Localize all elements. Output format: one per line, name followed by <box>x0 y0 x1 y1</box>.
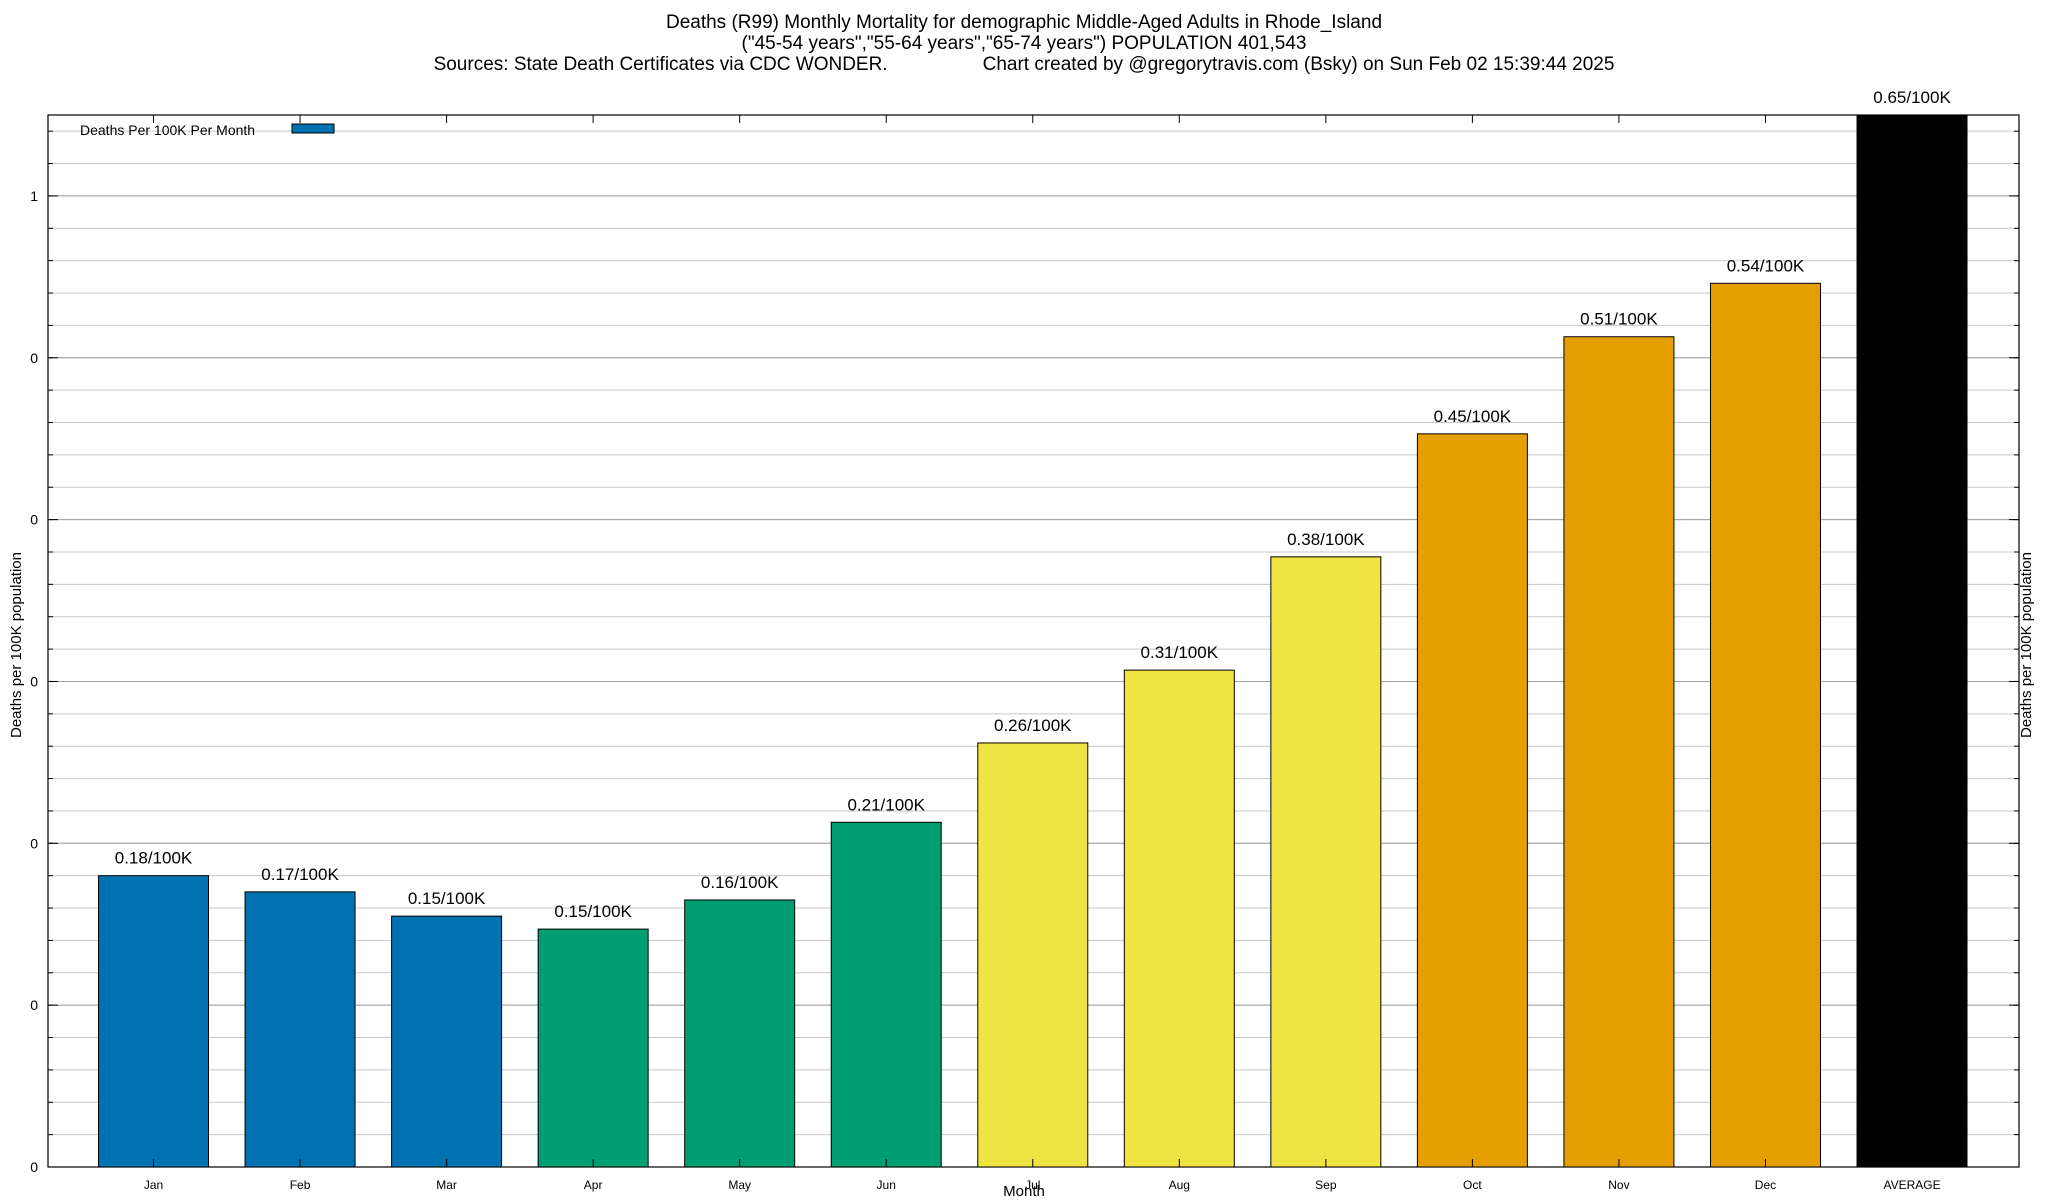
data-label-mar: 0.15/100K <box>408 889 486 908</box>
y-tick-label: 0 <box>30 835 38 851</box>
x-tick-label-average: AVERAGE <box>1883 1178 1940 1192</box>
x-tick-label-apr: Apr <box>584 1178 603 1192</box>
chart-subtitle: ("45-54 years","55-64 years","65-74 year… <box>741 33 1307 54</box>
y-tick-label: 0 <box>30 673 38 689</box>
data-label-jan: 0.18/100K <box>115 849 193 868</box>
data-label-aug: 0.31/100K <box>1141 643 1219 662</box>
y-axis-label-left: Deaths per 100K population <box>8 552 25 738</box>
bar-jan <box>98 875 210 1168</box>
bar-sep <box>1270 556 1382 1168</box>
x-tick-label-may: May <box>728 1178 751 1192</box>
x-tick-label-mar: Mar <box>436 1178 457 1192</box>
chart-sources-line: Sources: State Death Certificates via CD… <box>0 54 2048 75</box>
bar-may <box>684 899 796 1168</box>
bar-mar <box>391 915 503 1168</box>
data-label-dec: 0.54/100K <box>1727 256 1805 275</box>
x-axis-label: Month <box>1003 1183 1045 1200</box>
data-label-sep: 0.38/100K <box>1287 530 1365 549</box>
x-tick-label-nov: Nov <box>1608 1178 1629 1192</box>
y-tick-label: 0 <box>30 512 38 528</box>
y-tick-label: 0 <box>30 350 38 366</box>
bar-average <box>1856 114 1968 1168</box>
y-tick-label: 0 <box>30 997 38 1013</box>
bar-dec <box>1709 282 1821 1168</box>
x-tick-label-aug: Aug <box>1169 1178 1190 1192</box>
data-label-apr: 0.15/100K <box>554 902 632 921</box>
y-tick-label: 0 <box>30 1159 38 1175</box>
bar-apr <box>537 928 649 1168</box>
chart-sources: Sources: State Death Certificates via CD… <box>433 54 888 75</box>
y-axis-label-right: Deaths per 100K population <box>2018 552 2035 738</box>
x-tick-label-feb: Feb <box>290 1178 311 1192</box>
bar-aug <box>1123 669 1235 1168</box>
data-label-feb: 0.17/100K <box>261 865 339 884</box>
bar-jun <box>830 821 942 1168</box>
data-label-jul: 0.26/100K <box>994 716 1072 735</box>
x-tick-label-jun: Jun <box>877 1178 896 1192</box>
data-label-jun: 0.21/100K <box>847 795 925 814</box>
legend-swatch <box>291 123 335 134</box>
y-tick-label: 1 <box>30 188 38 204</box>
x-tick-label-jan: Jan <box>144 1178 163 1192</box>
bar-jul <box>977 742 1089 1168</box>
bar-feb <box>244 891 356 1168</box>
chart-title: Deaths (R99) Monthly Mortality for demog… <box>665 12 1383 33</box>
data-label-may: 0.16/100K <box>701 873 779 892</box>
x-tick-label-dec: Dec <box>1755 1178 1776 1192</box>
chart-credit: Chart created by @gregorytravis.com (Bsk… <box>982 54 1615 75</box>
legend-label: Deaths Per 100K Per Month <box>80 122 255 138</box>
data-label-nov: 0.51/100K <box>1580 310 1658 329</box>
x-tick-label-oct: Oct <box>1463 1178 1482 1192</box>
chart-title-block: Deaths (R99) Monthly Mortality for demog… <box>0 12 2048 75</box>
bar-oct <box>1416 433 1528 1168</box>
bar-nov <box>1563 336 1675 1168</box>
data-label-oct: 0.45/100K <box>1434 407 1512 426</box>
data-label-average: 0.65/100K <box>1873 88 1951 107</box>
x-tick-label-jul: Jul <box>1025 1178 1040 1192</box>
x-tick-label-sep: Sep <box>1315 1178 1337 1192</box>
